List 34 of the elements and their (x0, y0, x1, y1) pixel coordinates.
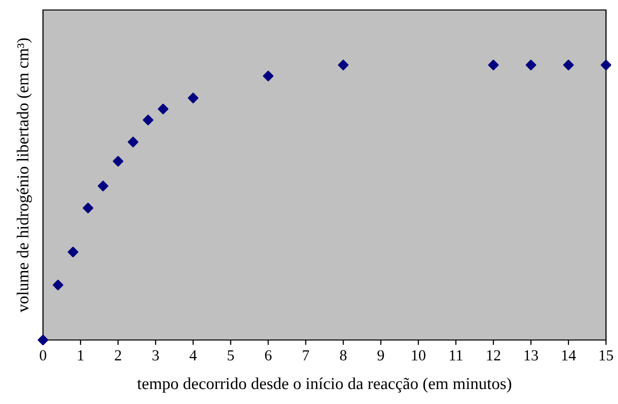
x-tick-label: 13 (524, 350, 538, 360)
point (526, 60, 536, 70)
point (600, 60, 612, 70)
x-tick-label: 11 (450, 350, 462, 360)
point (112, 156, 124, 167)
x-tick-label: 10 (412, 350, 426, 360)
x-tick-label: 8 (340, 350, 347, 360)
x-tick-label: 9 (377, 350, 384, 360)
x-tick-label: 3 (152, 350, 159, 360)
point (68, 246, 78, 258)
point (188, 92, 198, 104)
point (38, 334, 48, 346)
x-tick-label: 4 (190, 350, 197, 360)
x-axis-title: tempo decorrido desde o início da reacção (em minutos) (137, 377, 512, 393)
x-tick-label: 6 (265, 350, 272, 360)
x-tick-label: 2 (114, 350, 122, 360)
y-axis-title: volume de hidrogénio libertado (em cm³) (16, 38, 32, 312)
x-tick-label: 0 (40, 350, 46, 360)
x-tick-label: 7 (302, 350, 310, 360)
point (563, 60, 574, 70)
point (128, 136, 138, 148)
x-tick-label: 14 (562, 350, 576, 360)
point (82, 202, 94, 214)
x-tick-label: 15 (600, 350, 614, 360)
x-tick-label: 5 (228, 350, 234, 360)
point (52, 280, 64, 290)
point (488, 60, 499, 70)
point (158, 104, 168, 114)
x-tick-label: 1 (78, 350, 84, 360)
point (262, 70, 274, 82)
point (142, 114, 154, 126)
point (98, 180, 108, 192)
point (338, 60, 349, 70)
x-tick-label: 12 (487, 350, 500, 360)
